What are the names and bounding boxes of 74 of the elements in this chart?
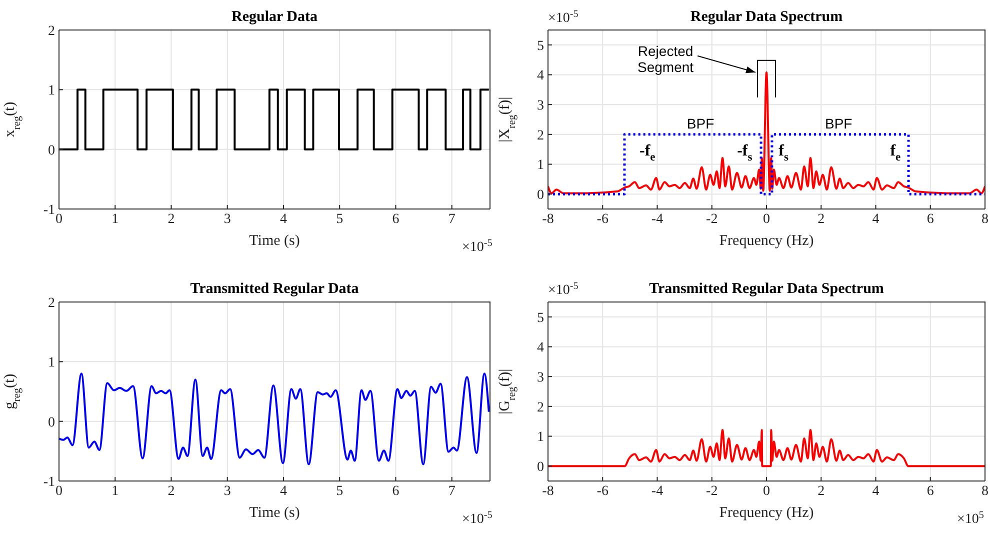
chart-title: Regular Data bbox=[230, 8, 318, 26]
y-tick-label: 0 bbox=[48, 143, 55, 158]
y-tick-label: 1 bbox=[48, 356, 55, 371]
x-tick-label: -2 bbox=[706, 212, 718, 227]
y-tick-label: 0 bbox=[537, 460, 544, 476]
x-axis-title: Time (s) bbox=[249, 505, 300, 521]
annotation: -f$_{e}$ bbox=[640, 142, 656, 164]
x-tick-label: 0 bbox=[763, 212, 770, 227]
y-tick-label: 1 bbox=[537, 430, 544, 446]
y-tick-label: -1 bbox=[43, 474, 55, 490]
x-tick-label: 8 bbox=[982, 484, 988, 499]
x-tick-label: 5 bbox=[336, 484, 344, 499]
x-tick-label: 5 bbox=[336, 212, 344, 227]
y-tick-label: 4 bbox=[537, 68, 544, 84]
x-tick-label: 1 bbox=[112, 484, 119, 499]
chart-title: Transmitted Regular Data bbox=[189, 280, 360, 298]
text: ×10$^{-5}$ bbox=[548, 8, 578, 26]
y-tick-label: 3 bbox=[537, 98, 544, 114]
x-axis-title: Frequency (Hz) bbox=[719, 505, 814, 521]
x-tick-label: 2 bbox=[168, 212, 175, 227]
annotation: BPF bbox=[824, 115, 852, 132]
x-tick-label: 3 bbox=[224, 212, 231, 227]
text: ×10$^{-5}$ bbox=[548, 280, 578, 298]
annotation: -f$_{s}$ bbox=[737, 142, 753, 164]
x-tick-label: 3 bbox=[224, 484, 231, 499]
x-tick-label: -8 bbox=[542, 484, 554, 499]
x-tick-label: 4 bbox=[280, 212, 287, 227]
x-tick-label: 2 bbox=[818, 484, 825, 499]
annotation: Rejected Segment bbox=[638, 42, 694, 75]
y-tick-label: -1 bbox=[43, 202, 55, 218]
annotation: f$_{s}$ bbox=[778, 142, 789, 164]
line-series bbox=[59, 372, 490, 466]
x-tick-label: 4 bbox=[280, 484, 287, 499]
y-tick-label: 5 bbox=[537, 310, 544, 326]
x-tick-label: -6 bbox=[596, 484, 608, 499]
x-tick-label: -6 bbox=[596, 212, 608, 227]
x-tick-label: -8 bbox=[542, 212, 554, 227]
x-tick-label: -4 bbox=[651, 484, 664, 499]
y-tick-label: 5 bbox=[537, 38, 544, 54]
text: ×10$^{5}$ bbox=[957, 510, 984, 527]
x-tick-label: -2 bbox=[706, 484, 718, 499]
y-tick-label: 3 bbox=[537, 370, 544, 386]
x-tick-label: -4 bbox=[651, 212, 664, 227]
x-tick-label: 6 bbox=[926, 212, 934, 227]
text: ×10$^{-5}$ bbox=[462, 238, 492, 255]
x-axis-title: Time (s) bbox=[249, 233, 300, 249]
annotation: BPF bbox=[686, 115, 714, 132]
annotation: f$_{e}$ bbox=[890, 142, 901, 164]
x-tick-label: 4 bbox=[872, 484, 880, 499]
line-series bbox=[548, 428, 985, 468]
y-tick-label: 4 bbox=[537, 340, 544, 356]
y-tick-label: 2 bbox=[537, 400, 544, 416]
x-tick-label: 7 bbox=[448, 484, 456, 499]
x-tick-label: 2 bbox=[168, 484, 175, 499]
chart-title: Transmitted Regular Data Spectrum bbox=[649, 281, 884, 297]
text: ×10$^{-5}$ bbox=[462, 510, 492, 527]
x-tick-label: 0 bbox=[763, 484, 770, 499]
y-tick-label: 1 bbox=[48, 84, 55, 99]
y-tick-label: 0 bbox=[48, 415, 55, 430]
chart-title: Regular Data Spectrum bbox=[690, 9, 843, 25]
x-tick-label: 1 bbox=[112, 212, 119, 227]
x-tick-label: 6 bbox=[392, 212, 400, 227]
y-tick-label: 2 bbox=[537, 128, 544, 144]
y-tick-label: 2 bbox=[48, 24, 55, 39]
x-tick-label: 2 bbox=[818, 212, 825, 227]
y-tick-label: 2 bbox=[48, 296, 55, 311]
x-tick-label: 6 bbox=[926, 484, 934, 499]
x-tick-label: 7 bbox=[448, 212, 456, 227]
y-tick-label: 0 bbox=[537, 188, 544, 204]
x-tick-label: 8 bbox=[982, 212, 988, 227]
y-tick-label: 1 bbox=[537, 158, 544, 174]
x-tick-label: 4 bbox=[872, 212, 880, 227]
x-axis-title: Frequency (Hz) bbox=[719, 233, 814, 249]
x-tick-label: 6 bbox=[392, 484, 400, 499]
